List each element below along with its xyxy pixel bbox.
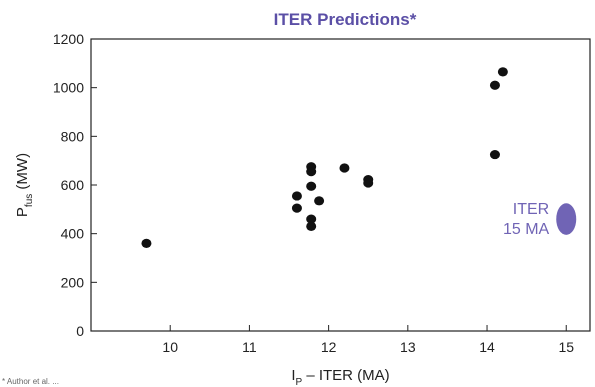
x-tick-label: 15	[558, 339, 574, 355]
data-point	[489, 80, 500, 90]
y-tick-label: 0	[76, 323, 84, 339]
data-point	[363, 178, 374, 188]
y-axis-label: Pfus (MW)	[14, 153, 35, 217]
axes: 0 200 400 600 800 1000 1200 10 11 12 13 14 15	[53, 31, 591, 355]
chart-title: ITER Predictions*	[274, 10, 417, 29]
y-tick-label: 600	[61, 177, 85, 193]
iter-annotation-label: 15 MA	[503, 221, 550, 238]
x-axis-label-rest: – ITER (MA)	[302, 367, 390, 384]
y-axis-label-main: P	[14, 207, 31, 217]
data-point	[314, 196, 325, 206]
x-axis-label-sub: P	[295, 377, 302, 387]
x-tick-label: 11	[242, 339, 257, 355]
y-tick-label: 400	[61, 226, 85, 242]
y-tick-label: 1000	[53, 80, 84, 96]
iter-annotation-label: ITER	[513, 201, 549, 218]
x-tick-label: 10	[162, 339, 178, 355]
y-tick-label: 200	[61, 274, 85, 290]
data-points	[141, 67, 508, 248]
data-point	[291, 191, 302, 201]
iter-15ma-ellipse	[556, 203, 577, 235]
data-point	[141, 238, 152, 248]
y-axis-label-sub: fus	[24, 194, 35, 207]
data-point	[497, 67, 508, 77]
x-tick-label: 12	[321, 339, 337, 355]
data-point	[291, 203, 302, 213]
data-point	[306, 214, 317, 224]
y-tick-label: 800	[61, 128, 85, 144]
data-point	[339, 163, 350, 173]
data-point	[306, 181, 317, 191]
x-tick-label: 14	[479, 339, 495, 355]
plot-frame	[90, 38, 591, 332]
x-axis-label: IP – ITER (MA)	[291, 367, 389, 387]
iter-annotation: ITER 15 MA	[503, 201, 577, 238]
footnote: * Author et al. ...	[2, 377, 59, 386]
x-axis-label-main: I	[291, 367, 295, 384]
data-point	[306, 221, 317, 231]
x-tick-label: 13	[400, 339, 416, 355]
data-point	[489, 149, 500, 160]
data-point	[306, 167, 317, 177]
y-axis-label-rest: (MW)	[14, 153, 31, 194]
y-tick-label: 1200	[53, 31, 84, 47]
